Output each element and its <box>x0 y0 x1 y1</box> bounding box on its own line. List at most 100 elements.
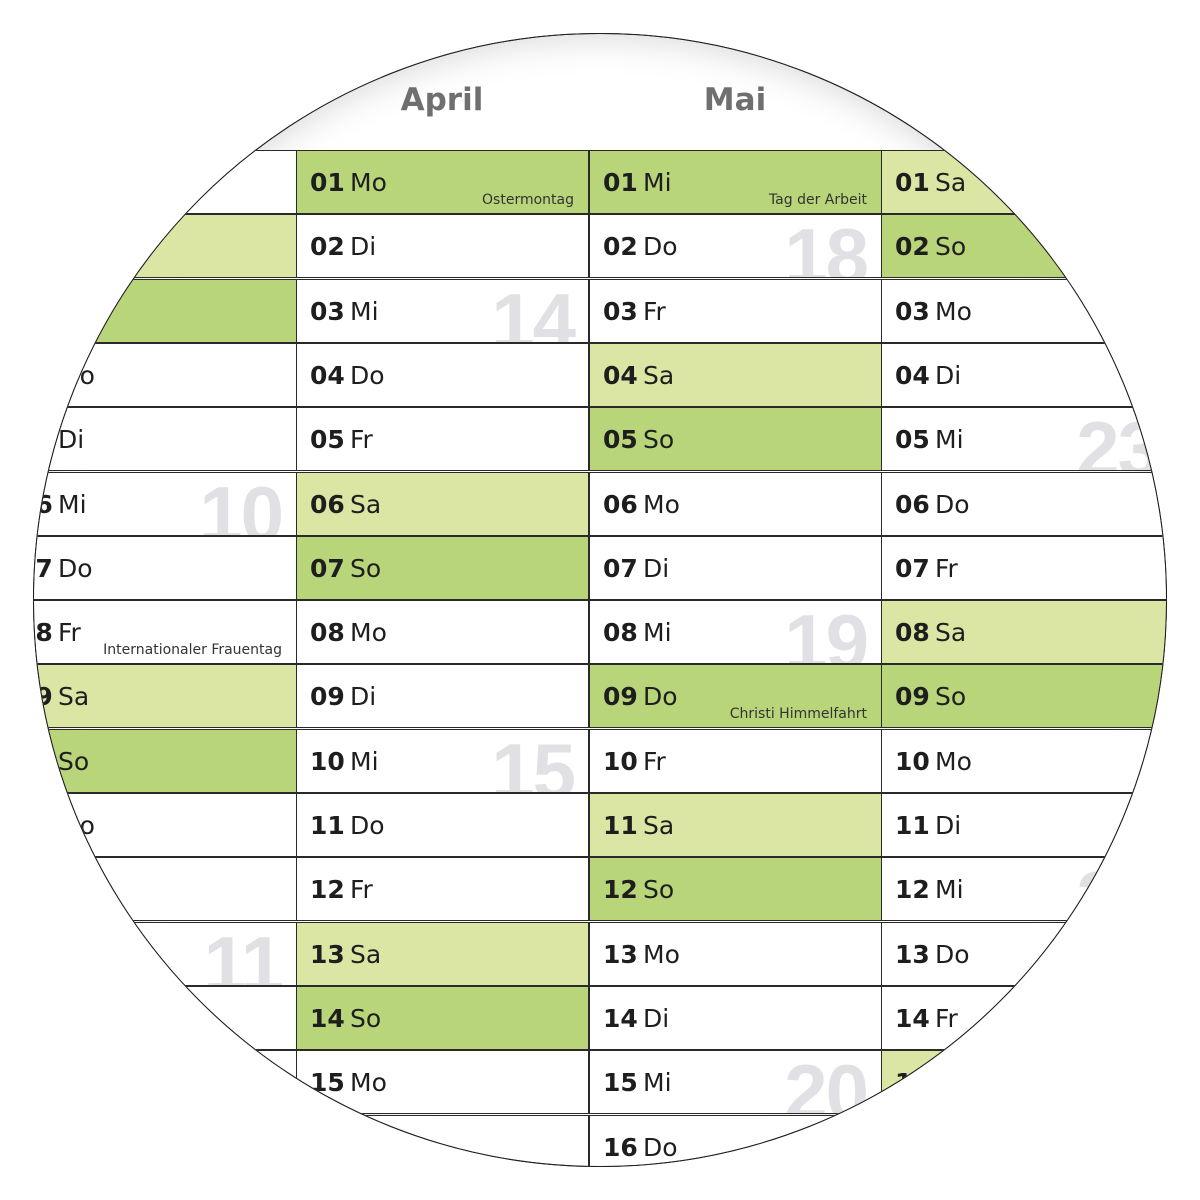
day-cell[interactable]: 10 Mo <box>881 728 1166 793</box>
day-number: 05 <box>603 425 638 455</box>
weekday: Do <box>643 682 678 712</box>
day-cell[interactable]: 02 So <box>881 214 1166 279</box>
day-cell[interactable]: 09 Do Christi Himmelfahrt <box>589 664 882 729</box>
weekday: Mo <box>58 811 95 840</box>
day-cell[interactable]: 09 Di <box>296 664 589 729</box>
weekday: Mo <box>58 360 95 390</box>
weekday: Mo <box>935 746 972 776</box>
day-cell[interactable]: 05Di <box>34 407 297 472</box>
weekday: So <box>935 232 967 262</box>
weekday: Mi <box>58 489 87 519</box>
day-cell[interactable]: 05 Fr <box>296 407 589 472</box>
day-cell[interactable]: 01Fr <box>34 150 297 214</box>
day-cell[interactable]: 07Do <box>34 535 297 600</box>
weekday: So <box>58 296 90 326</box>
day-cell[interactable]: 09 So <box>881 664 1166 729</box>
weekday: Do <box>58 553 93 583</box>
weekday: Sa <box>58 1132 90 1162</box>
day-number: 07 <box>895 553 930 583</box>
day-cell[interactable]: 15Fr <box>34 1050 297 1115</box>
weekday: Sa <box>350 939 382 969</box>
day-cell[interactable]: 03 Fr <box>589 278 882 343</box>
day-number: 03 <box>603 296 638 326</box>
day-cell[interactable]: 19 08 Mi <box>589 600 882 665</box>
day-cell[interactable]: 13 Sa <box>296 921 589 986</box>
day-cell[interactable]: 06 Sa <box>296 471 589 536</box>
day-cell[interactable]: 23 05 Mi <box>881 407 1166 472</box>
day-cell[interactable]: 14Do <box>34 985 297 1050</box>
week-number: 14 <box>491 278 576 343</box>
day-cell[interactable]: 14 Di <box>589 985 882 1050</box>
day-cell[interactable]: 12Di <box>34 857 297 922</box>
day-cell[interactable]: 14 03 Mi <box>296 278 589 343</box>
day-cell[interactable]: 16 Do <box>589 1114 882 1166</box>
day-number: 15 <box>34 1068 53 1098</box>
day-cell[interactable]: 07 Fr <box>881 535 1166 600</box>
day-cell[interactable]: 15 Sa <box>881 1050 1166 1115</box>
day-cell[interactable]: 06 Mo <box>589 471 882 536</box>
day-cell[interactable]: 06 Do <box>881 471 1166 536</box>
weekday: Fr <box>350 875 373 905</box>
day-number: 07 <box>310 553 345 583</box>
day-cell[interactable]: 03 Mo <box>881 278 1166 343</box>
day-cell[interactable]: 13 Mo <box>589 921 882 986</box>
weekday: Mo <box>350 1068 387 1098</box>
day-cell[interactable]: 13 Do <box>881 921 1166 986</box>
day-cell[interactable]: 10So <box>34 728 297 793</box>
day-cell[interactable]: 18 02 Do <box>589 214 882 279</box>
weekday: Do <box>58 1003 93 1033</box>
day-cell[interactable]: 11Mo <box>34 793 297 857</box>
weekday: Do <box>350 360 385 390</box>
day-cell[interactable]: 07 Di <box>589 535 882 600</box>
day-cell[interactable]: 12 So <box>589 857 882 922</box>
holiday-label: Christi Himmelfahrt <box>729 706 867 723</box>
weekday: Mi <box>643 618 672 648</box>
day-cell[interactable]: 12 Fr <box>296 857 589 922</box>
weekday: Mi <box>643 1068 672 1098</box>
day-cell[interactable]: 14 So <box>296 985 589 1050</box>
day-cell[interactable]: 08 Sa <box>881 600 1166 665</box>
weekday: Sa <box>350 489 382 519</box>
weekday: Mi <box>350 296 379 326</box>
weekday: Di <box>643 1003 670 1033</box>
weekday: Fr <box>58 1068 81 1098</box>
day-cell[interactable]: 11 Do <box>296 793 589 857</box>
day-cell[interactable]: 07 So <box>296 535 589 600</box>
day-cell[interactable]: 02 Di <box>296 214 589 279</box>
day-cell[interactable]: 08Fr Internationaler Frauentag <box>34 600 297 665</box>
day-cell[interactable] <box>296 1114 589 1166</box>
day-number: 15 <box>895 1068 930 1098</box>
weekday: Do <box>643 1132 678 1162</box>
day-cell[interactable]: 02Sa <box>34 214 297 279</box>
day-cell[interactable]: 08 Mo <box>296 600 589 665</box>
day-number: 11 <box>310 811 345 840</box>
day-cell[interactable]: 24 12 Mi <box>881 857 1166 922</box>
weekday: So <box>58 746 90 776</box>
weekday: Di <box>350 232 377 262</box>
day-cell[interactable]: 03So <box>34 278 297 343</box>
day-cell[interactable]: 20 15 Mi <box>589 1050 882 1115</box>
day-cell[interactable]: 01 Sa <box>881 150 1166 214</box>
day-cell[interactable]: 11 Di <box>881 793 1166 857</box>
day-cell[interactable]: 01 Mo Ostermontag <box>296 150 589 214</box>
day-cell[interactable]: 04Mo <box>34 342 297 407</box>
day-number: 11 <box>34 811 53 840</box>
day-cell[interactable]: 14 Fr <box>881 985 1166 1050</box>
day-cell[interactable]: 15 10 Mi <box>296 728 589 793</box>
day-cell[interactable]: 04 Do <box>296 342 589 407</box>
day-cell[interactable]: 05 So <box>589 407 882 472</box>
day-cell[interactable]: 16Sa <box>34 1114 297 1166</box>
day-cell[interactable]: 10 Fr <box>589 728 882 793</box>
day-number: 09 <box>310 682 345 712</box>
day-cell[interactable]: 04 Sa <box>589 342 882 407</box>
day-cell[interactable] <box>881 1114 1166 1166</box>
weekday: Di <box>935 360 962 390</box>
day-cell[interactable]: 04 Di <box>881 342 1166 407</box>
day-cell[interactable]: 09Sa <box>34 664 297 729</box>
day-cell[interactable]: 11 Sa <box>589 793 882 857</box>
day-cell[interactable]: 15 Mo <box>296 1050 589 1115</box>
day-cell[interactable]: 01 Mi Tag der Arbeit <box>589 150 882 214</box>
day-number: 02 <box>34 232 53 262</box>
